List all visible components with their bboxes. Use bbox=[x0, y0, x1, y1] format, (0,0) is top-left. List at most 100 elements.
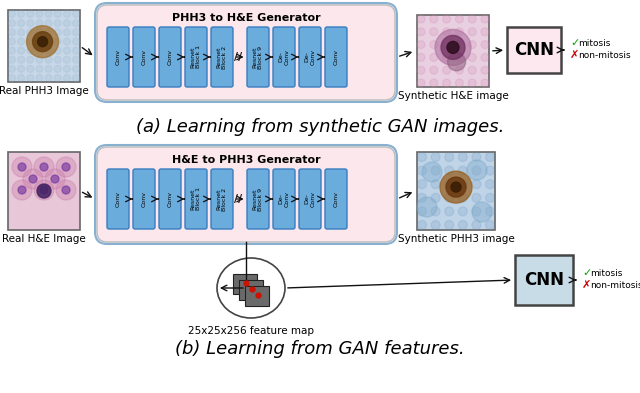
Circle shape bbox=[36, 11, 43, 18]
Circle shape bbox=[8, 56, 15, 63]
Text: De-
Conv: De- Conv bbox=[305, 49, 315, 65]
Circle shape bbox=[63, 56, 70, 63]
Circle shape bbox=[72, 11, 79, 18]
Circle shape bbox=[23, 169, 43, 189]
Circle shape bbox=[54, 11, 61, 18]
Text: Synthetic PHH3 image: Synthetic PHH3 image bbox=[397, 234, 515, 244]
Circle shape bbox=[456, 40, 463, 49]
FancyBboxPatch shape bbox=[185, 169, 207, 229]
Text: CNN: CNN bbox=[524, 271, 564, 289]
Circle shape bbox=[417, 197, 437, 217]
Circle shape bbox=[430, 53, 438, 61]
FancyBboxPatch shape bbox=[273, 169, 295, 229]
Circle shape bbox=[486, 193, 495, 202]
Circle shape bbox=[486, 180, 495, 189]
Circle shape bbox=[472, 202, 492, 222]
Circle shape bbox=[458, 193, 467, 202]
Circle shape bbox=[72, 56, 79, 63]
Bar bbox=[245, 286, 269, 306]
FancyBboxPatch shape bbox=[107, 169, 129, 229]
Circle shape bbox=[451, 182, 461, 192]
Circle shape bbox=[481, 15, 489, 23]
Text: Synthetic H&E image: Synthetic H&E image bbox=[397, 91, 508, 101]
Circle shape bbox=[486, 152, 495, 162]
Text: non-mitosis: non-mitosis bbox=[590, 281, 640, 290]
Circle shape bbox=[27, 75, 34, 81]
Text: De-
Conv: De- Conv bbox=[279, 191, 289, 207]
Text: ✓: ✓ bbox=[570, 38, 579, 48]
Circle shape bbox=[34, 157, 54, 177]
Circle shape bbox=[27, 20, 34, 27]
Circle shape bbox=[36, 56, 43, 63]
Circle shape bbox=[8, 47, 15, 54]
Circle shape bbox=[472, 207, 481, 216]
Text: Conv: Conv bbox=[115, 191, 120, 207]
Text: (a) Learning from synthetic GAN images.: (a) Learning from synthetic GAN images. bbox=[136, 118, 504, 136]
Circle shape bbox=[443, 28, 451, 36]
Circle shape bbox=[18, 11, 25, 18]
Circle shape bbox=[481, 66, 489, 74]
Circle shape bbox=[63, 20, 70, 27]
Circle shape bbox=[72, 65, 79, 72]
Circle shape bbox=[18, 186, 26, 194]
Circle shape bbox=[8, 38, 15, 45]
Text: ✗: ✗ bbox=[570, 50, 579, 60]
Circle shape bbox=[18, 65, 25, 72]
Circle shape bbox=[38, 37, 47, 47]
Circle shape bbox=[417, 166, 426, 175]
Circle shape bbox=[45, 65, 52, 72]
Text: //: // bbox=[234, 52, 242, 62]
Text: ✗: ✗ bbox=[582, 280, 591, 290]
Circle shape bbox=[36, 29, 43, 36]
Circle shape bbox=[458, 220, 467, 230]
Circle shape bbox=[458, 166, 467, 175]
Circle shape bbox=[12, 157, 32, 177]
Circle shape bbox=[18, 47, 25, 54]
Text: (b) Learning from GAN features.: (b) Learning from GAN features. bbox=[175, 340, 465, 358]
Circle shape bbox=[62, 163, 70, 171]
FancyBboxPatch shape bbox=[299, 169, 321, 229]
Text: Conv: Conv bbox=[333, 49, 339, 65]
Text: 25x25x256 feature map: 25x25x256 feature map bbox=[188, 326, 314, 336]
Circle shape bbox=[36, 65, 43, 72]
FancyBboxPatch shape bbox=[133, 27, 155, 87]
Circle shape bbox=[29, 175, 37, 183]
Circle shape bbox=[54, 47, 61, 54]
Circle shape bbox=[430, 40, 438, 49]
Circle shape bbox=[63, 65, 70, 72]
Text: non-mitosis: non-mitosis bbox=[578, 50, 630, 59]
FancyBboxPatch shape bbox=[95, 3, 397, 102]
Circle shape bbox=[447, 53, 466, 71]
Circle shape bbox=[422, 162, 442, 182]
Circle shape bbox=[54, 20, 61, 27]
Circle shape bbox=[27, 29, 34, 36]
Circle shape bbox=[417, 220, 426, 230]
Circle shape bbox=[430, 66, 438, 74]
Circle shape bbox=[45, 169, 65, 189]
Circle shape bbox=[56, 157, 76, 177]
Text: Conv: Conv bbox=[141, 191, 147, 207]
Circle shape bbox=[481, 28, 489, 36]
Circle shape bbox=[468, 66, 476, 74]
Circle shape bbox=[472, 166, 481, 175]
Text: //: // bbox=[234, 194, 242, 204]
FancyBboxPatch shape bbox=[185, 27, 207, 87]
Text: Conv: Conv bbox=[333, 191, 339, 207]
Circle shape bbox=[468, 79, 476, 87]
Circle shape bbox=[417, 207, 426, 216]
FancyBboxPatch shape bbox=[325, 27, 347, 87]
Text: Resnet
Block 9: Resnet Block 9 bbox=[253, 46, 263, 68]
Circle shape bbox=[63, 29, 70, 36]
Text: Conv: Conv bbox=[141, 49, 147, 65]
Ellipse shape bbox=[217, 258, 285, 318]
Circle shape bbox=[417, 193, 426, 202]
Circle shape bbox=[468, 15, 476, 23]
Circle shape bbox=[458, 180, 467, 189]
Circle shape bbox=[417, 180, 426, 189]
Circle shape bbox=[40, 186, 48, 194]
Bar bbox=[417, 152, 495, 230]
Circle shape bbox=[72, 38, 79, 45]
FancyBboxPatch shape bbox=[107, 27, 129, 87]
Circle shape bbox=[27, 26, 59, 58]
Circle shape bbox=[456, 66, 463, 74]
